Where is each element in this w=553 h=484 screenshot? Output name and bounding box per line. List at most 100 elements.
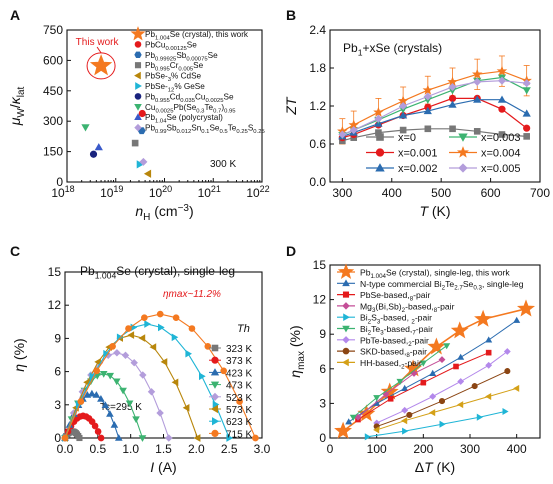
data-point: [516, 299, 536, 317]
legend-label: HH-based,2-pair: [360, 358, 422, 371]
x-tick-label: 300: [332, 186, 352, 200]
legend-label: 323 K: [226, 344, 252, 355]
x-tick-label: 400: [382, 186, 402, 200]
data-point: [457, 353, 465, 360]
data-point: [423, 106, 432, 115]
y-tick-label: 0.0: [309, 175, 326, 189]
y-tick-label: 150: [43, 145, 63, 159]
data-point: [81, 124, 90, 132]
data-point: [185, 349, 192, 358]
x-tick-label: 0.5: [89, 442, 106, 456]
x-tick-label: 3.0: [254, 442, 271, 456]
legend-label: Pb0.995Cr0.005Se: [145, 61, 204, 72]
legend-label: Bi2S3-based, 2-pair: [360, 313, 432, 326]
legend-marker: [134, 104, 142, 111]
legend-label: 623 K: [226, 417, 252, 428]
data-point: [401, 384, 409, 392]
data-point: [160, 358, 168, 366]
data-point: [513, 384, 520, 392]
data-point: [112, 378, 121, 386]
legend-label: Pb0.99Sb0.012Sn0.1Se0.5Te0.25S0.25: [145, 124, 265, 135]
data-point: [236, 398, 243, 405]
data-point: [141, 314, 148, 322]
data-point: [156, 409, 164, 417]
panel-c-title: Pb1.004Se (crystal), single-leg: [80, 264, 235, 281]
y-tick-label: 12: [48, 298, 62, 312]
y-tick-label: 0: [54, 431, 61, 445]
data-point: [158, 323, 165, 332]
y-tick-label: 1.2: [309, 99, 326, 113]
y-tick-label: 1.8: [309, 61, 326, 75]
x-tick-label: 1018: [51, 184, 74, 200]
y-tick-label: 750: [43, 23, 63, 37]
data-point: [503, 348, 511, 355]
data-point: [114, 434, 123, 441]
y-tick-label: 6: [54, 365, 61, 379]
data-point: [438, 398, 446, 405]
data-point: [473, 128, 481, 135]
data-point: [373, 106, 384, 117]
data-point: [401, 406, 409, 414]
x-tick-label: 1019: [100, 184, 123, 200]
data-point: [171, 378, 179, 387]
legend-label: PbCu0.00125Se: [145, 40, 197, 51]
data-point: [97, 394, 105, 402]
x-tick-label: 600: [481, 186, 501, 200]
data-point: [119, 387, 127, 395]
data-point: [101, 401, 110, 409]
panel-letter-a: A: [10, 7, 20, 23]
data-point: [138, 334, 146, 342]
y-tick-label: 3: [54, 398, 61, 412]
legend-label: x=0: [398, 132, 416, 144]
legend-label: 573 K: [226, 405, 252, 416]
legend-marker: [342, 336, 350, 344]
this-work-callout: This work: [76, 37, 120, 48]
data-point: [106, 372, 115, 380]
data-point: [424, 125, 432, 133]
data-point: [422, 84, 434, 95]
series-line: [64, 352, 170, 439]
legend-marker: [342, 347, 350, 355]
data-point: [450, 321, 469, 339]
legend-marker: [375, 163, 385, 172]
x-axis-label: I (A): [150, 459, 176, 475]
data-point: [121, 351, 130, 360]
legend-marker: [130, 26, 146, 41]
legend-marker: [134, 71, 141, 80]
legend-label: 715 K: [226, 429, 252, 440]
eta-max-annotation: ηmax~11.2%: [163, 289, 221, 300]
data-point: [131, 139, 139, 147]
data-point: [188, 325, 196, 332]
x-tick-label: 700: [530, 186, 550, 200]
data-point: [448, 100, 457, 108]
legend-marker: [134, 113, 142, 120]
data-point: [457, 401, 464, 409]
data-point: [252, 434, 259, 442]
data-point: [496, 65, 508, 76]
data-point: [423, 92, 432, 101]
data-point: [156, 310, 164, 318]
x-tick-label: 300: [460, 442, 480, 456]
legend-label: Cu0.0025Pb(Se0.3Te0.7)0.95: [145, 103, 236, 114]
data-point: [220, 367, 228, 375]
x-tick-label: 500: [431, 186, 451, 200]
data-point: [398, 111, 408, 119]
data-point: [113, 349, 121, 357]
data-point: [502, 407, 509, 416]
data-point: [504, 368, 511, 375]
legend-marker: [134, 41, 142, 48]
legend-label: PbSe-based,8-pair: [360, 290, 430, 303]
legend-marker: [375, 148, 385, 157]
data-point: [139, 157, 148, 166]
data-point: [61, 434, 69, 442]
data-point: [226, 434, 234, 442]
legend-marker: [134, 93, 142, 100]
legend-marker: [376, 133, 384, 141]
data-point: [92, 391, 101, 398]
data-point: [125, 400, 134, 408]
legend-label: 523 K: [226, 393, 252, 404]
legend-label: N-type commercial Bi2Te2.7Se0.3, single-…: [360, 279, 524, 292]
data-point: [93, 367, 101, 375]
data-point: [97, 434, 105, 442]
